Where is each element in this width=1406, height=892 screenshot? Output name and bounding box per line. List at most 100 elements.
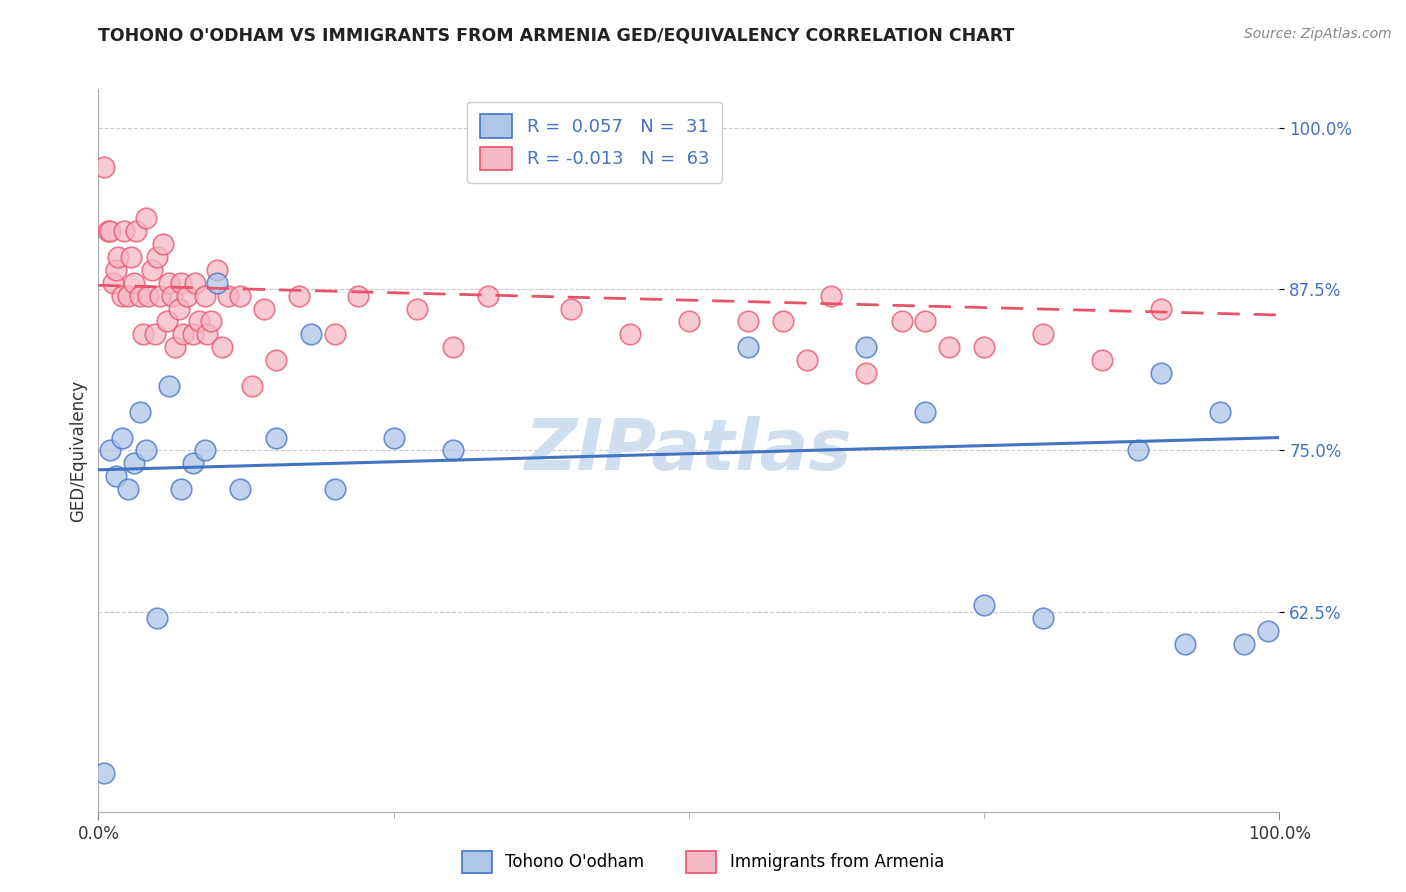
Point [288, 288, 311, 302]
Point [299, 327, 322, 342]
Point [143, 327, 166, 342]
Point [200, 314, 222, 328]
Point [141, 263, 163, 277]
Point [194, 443, 217, 458]
Point [253, 301, 276, 316]
Point [156, 314, 179, 328]
Point [125, 224, 148, 238]
Point [264, 431, 287, 445]
Point [1126, 443, 1149, 458]
Point [737, 314, 759, 328]
Point [1209, 405, 1232, 419]
Point [136, 288, 159, 302]
Point [98, 224, 121, 238]
Point [157, 276, 180, 290]
Point [1150, 366, 1173, 380]
Point [855, 366, 877, 380]
Point [737, 340, 759, 354]
Point [105, 469, 128, 483]
Point [117, 482, 139, 496]
Y-axis label: GED/Equivalency: GED/Equivalency [69, 379, 87, 522]
Point [122, 276, 145, 290]
Point [1150, 301, 1173, 316]
Point [1032, 327, 1054, 342]
Point [211, 340, 233, 354]
Point [323, 482, 346, 496]
Point [146, 250, 169, 264]
Point [229, 288, 252, 302]
Point [1174, 637, 1197, 651]
Point [264, 353, 287, 368]
Point [678, 314, 700, 328]
Point [172, 327, 194, 342]
Point [135, 211, 157, 226]
Point [112, 224, 135, 238]
Point [1091, 353, 1114, 368]
Point [146, 611, 169, 625]
Point [820, 288, 842, 302]
Point [121, 250, 143, 264]
Point [205, 263, 228, 277]
Point [152, 237, 174, 252]
Text: ZIPatlas: ZIPatlas [526, 416, 852, 485]
Text: TOHONO O'ODHAM VS IMMIGRANTS FROM ARMENIA GED/EQUIVALENCY CORRELATION CHART: TOHONO O'ODHAM VS IMMIGRANTS FROM ARMENI… [98, 27, 1015, 45]
Point [97, 224, 120, 238]
Point [195, 327, 218, 342]
Point [170, 482, 193, 496]
Point [973, 340, 995, 354]
Text: Source: ZipAtlas.com: Source: ZipAtlas.com [1244, 27, 1392, 41]
Point [194, 288, 217, 302]
Point [105, 263, 128, 277]
Point [122, 456, 145, 470]
Point [914, 314, 936, 328]
Point [184, 276, 207, 290]
Legend: Tohono O'odham, Immigrants from Armenia: Tohono O'odham, Immigrants from Armenia [456, 845, 950, 880]
Point [111, 288, 134, 302]
Point [160, 288, 183, 302]
Point [165, 340, 187, 354]
Point [938, 340, 960, 354]
Point [128, 405, 150, 419]
Point [914, 405, 936, 419]
Point [619, 327, 641, 342]
Point [181, 327, 204, 342]
Point [890, 314, 912, 328]
Point [205, 276, 228, 290]
Point [132, 327, 155, 342]
Point [101, 276, 124, 290]
Point [323, 327, 346, 342]
Point [406, 301, 429, 316]
Point [1032, 611, 1054, 625]
Point [1257, 624, 1279, 639]
Point [217, 288, 239, 302]
Point [240, 379, 263, 393]
Point [93, 766, 115, 780]
Point [441, 340, 464, 354]
Point [229, 482, 252, 496]
Point [149, 288, 172, 302]
Point [128, 288, 150, 302]
Point [796, 353, 818, 368]
Point [135, 443, 157, 458]
Point [111, 431, 134, 445]
Point [107, 250, 129, 264]
Point [855, 340, 877, 354]
Legend: R =  0.057   N =  31, R = -0.013   N =  63: R = 0.057 N = 31, R = -0.013 N = 63 [467, 102, 721, 183]
Point [93, 160, 115, 174]
Point [772, 314, 794, 328]
Point [347, 288, 370, 302]
Point [382, 431, 405, 445]
Point [477, 288, 499, 302]
Point [973, 599, 995, 613]
Point [560, 301, 582, 316]
Point [1233, 637, 1256, 651]
Point [181, 456, 204, 470]
Point [157, 379, 180, 393]
Point [176, 288, 198, 302]
Point [167, 301, 190, 316]
Point [187, 314, 209, 328]
Point [170, 276, 193, 290]
Point [117, 288, 139, 302]
Point [98, 443, 121, 458]
Point [441, 443, 464, 458]
